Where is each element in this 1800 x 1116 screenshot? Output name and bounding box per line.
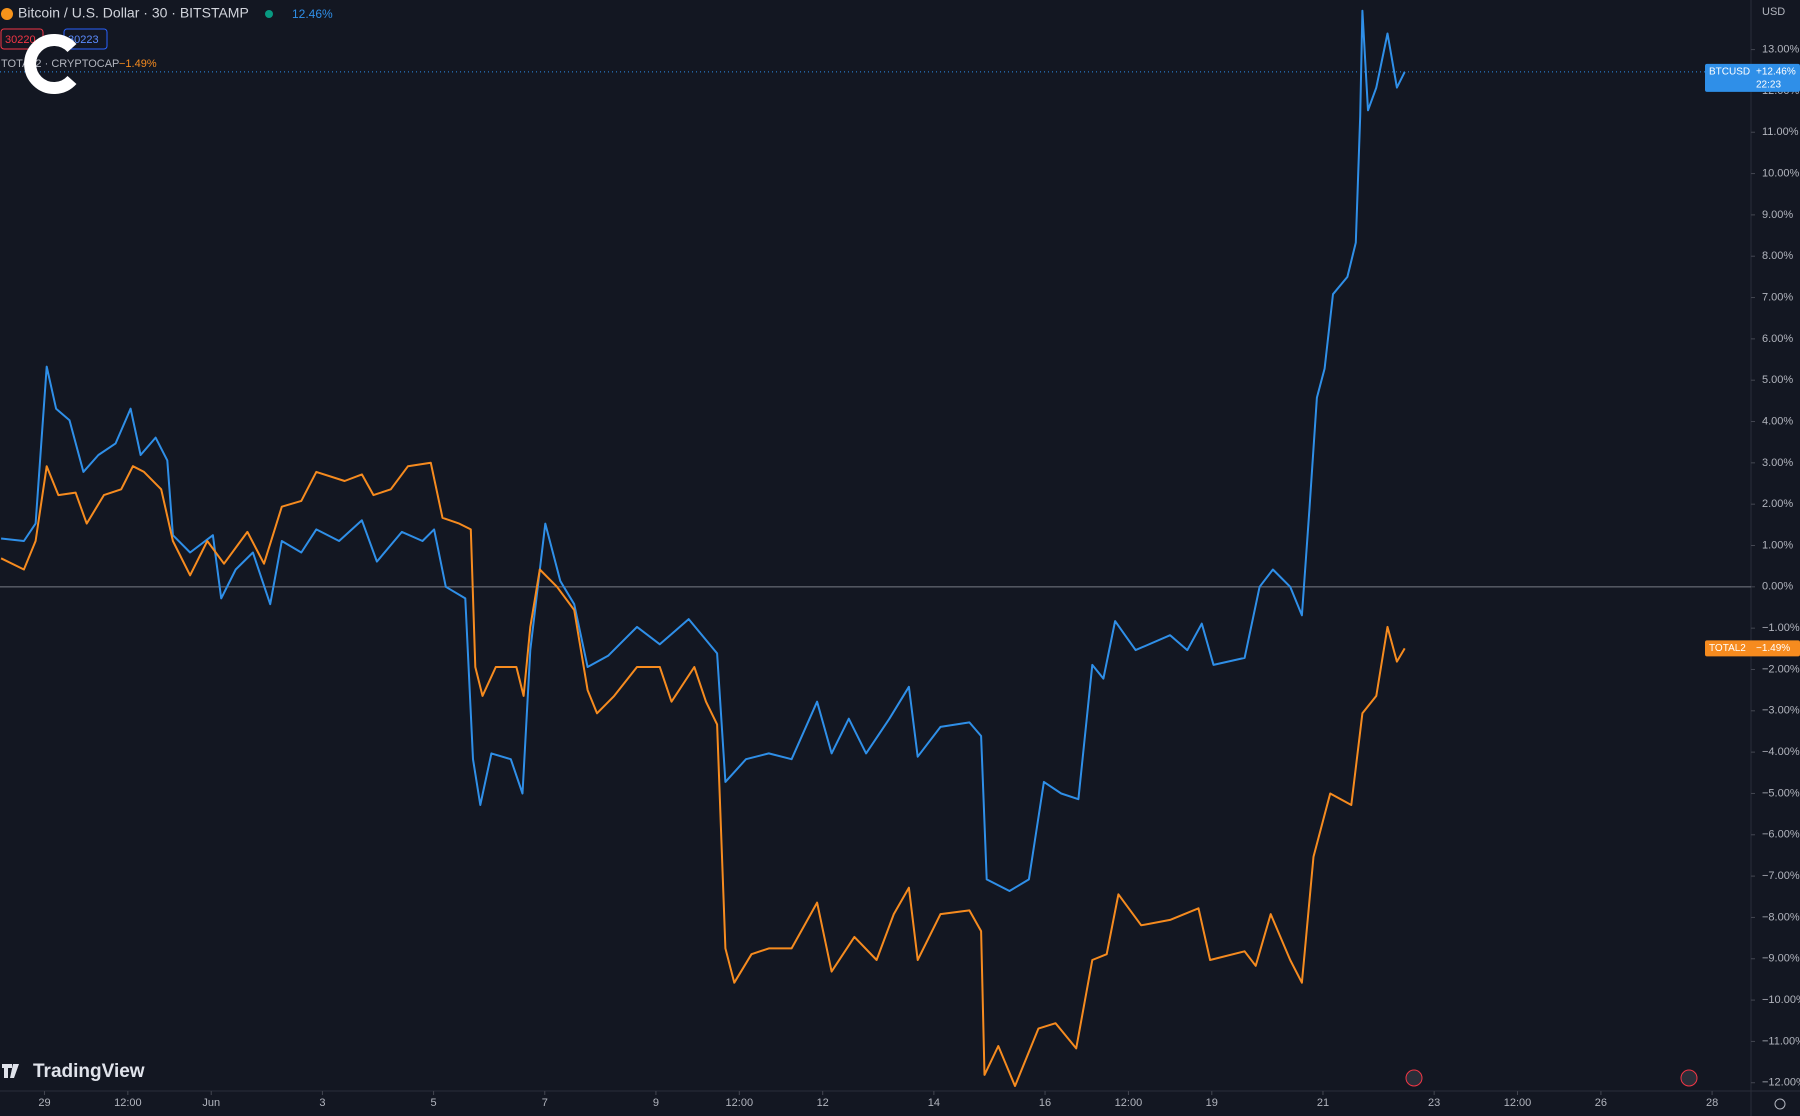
brand-logo (2, 1064, 19, 1078)
bid: 30220 (5, 34, 36, 46)
y-tick-label: 13.00% (1762, 43, 1800, 55)
x-tick-label: 5 (431, 1097, 437, 1109)
y-tick-label: −8.00% (1762, 911, 1800, 923)
price-tag-value: −1.49% (1756, 643, 1790, 654)
y-tick-label: −4.00% (1762, 746, 1800, 758)
y-tick-label: 1.00% (1762, 539, 1793, 551)
x-tick-label: 12:00 (1504, 1097, 1532, 1109)
currency[interactable]: USD (1762, 6, 1785, 18)
compare-change: −1.49% (119, 58, 157, 70)
x-tick-label: 19 (1206, 1097, 1218, 1109)
y-tick-label: 0.00% (1762, 581, 1793, 593)
y-tick-label: 6.00% (1762, 333, 1793, 345)
y-tick-label: −7.00% (1762, 870, 1800, 882)
x-tick-label: 3 (319, 1097, 325, 1109)
grid (0, 49, 1755, 1095)
price-tag-name: BTCUSD (1709, 67, 1750, 78)
y-tick-label: −1.00% (1762, 622, 1800, 634)
x-tick-label: 28 (1706, 1097, 1718, 1109)
x-tick-label: 14 (928, 1097, 940, 1109)
y-tick-label: 5.00% (1762, 374, 1793, 386)
x-tick-label: 7 (542, 1097, 548, 1109)
y-tick-label: 11.00% (1762, 126, 1799, 138)
series-line (0, 9, 1406, 892)
y-tick-label: −10.00% (1762, 994, 1800, 1006)
x-tick-label: 12 (817, 1097, 829, 1109)
btc-icon (1, 8, 13, 20)
y-tick-label: 4.00% (1762, 415, 1793, 427)
series-lines (0, 9, 1751, 1087)
y-tick-label: −3.00% (1762, 705, 1800, 717)
event-flag[interactable] (1405, 1069, 1423, 1087)
x-tick-label: 21 (1317, 1097, 1329, 1109)
series-line (0, 461, 1406, 1087)
x-tick-label: 12:00 (114, 1097, 142, 1109)
brand: TradingView (33, 1061, 145, 1082)
y-tick-label: −6.00% (1762, 829, 1800, 841)
x-tick-label: 12:00 (726, 1097, 754, 1109)
price-tag-name: TOTAL2 (1709, 643, 1746, 654)
y-tick-label: 2.00% (1762, 498, 1793, 510)
axes: −12.00% −11.00% −10.00% −9.00% −8.00% −7.00% −… (38, 43, 1800, 1109)
y-tick-label: −12.00% (1762, 1077, 1800, 1089)
event-flag[interactable] (1680, 1069, 1698, 1087)
market-status (265, 10, 273, 18)
y-tick-label: 7.00% (1762, 291, 1793, 303)
y-tick-label: −2.00% (1762, 663, 1800, 675)
x-tick-label: 12:00 (1115, 1097, 1143, 1109)
symbol-change: 12.46% (292, 7, 333, 21)
price-tag (1705, 640, 1800, 657)
price-tag-time: 22:23 (1756, 80, 1781, 91)
y-tick-label: 9.00% (1762, 209, 1793, 221)
y-tick-label: −5.00% (1762, 787, 1800, 799)
y-tick-label: 3.00% (1762, 457, 1793, 469)
compare-title: TOTAL2 · CRYPTOCAP (1, 58, 119, 70)
y-tick-label: −11.00% (1762, 1035, 1800, 1047)
x-tick-label: 29 (38, 1097, 50, 1109)
settings-icon[interactable] (1774, 1098, 1786, 1110)
symbol-title: Bitcoin / U.S. Dollar · 30 · BITSTAMP (18, 5, 249, 21)
x-tick-label: 23 (1428, 1097, 1440, 1109)
x-tick-label: 26 (1595, 1097, 1607, 1109)
y-tick-label: 10.00% (1762, 167, 1800, 179)
price-tag (1705, 63, 1800, 92)
price-tag-value: +12.46% (1756, 67, 1796, 78)
ask: 30223 (68, 34, 99, 46)
channel-logo (24, 34, 77, 94)
x-tick-label: 9 (653, 1097, 659, 1109)
x-tick-label: Jun (202, 1097, 220, 1109)
x-tick-label: 16 (1039, 1097, 1051, 1109)
y-tick-label: −9.00% (1762, 953, 1800, 965)
y-tick-label: 8.00% (1762, 250, 1793, 262)
